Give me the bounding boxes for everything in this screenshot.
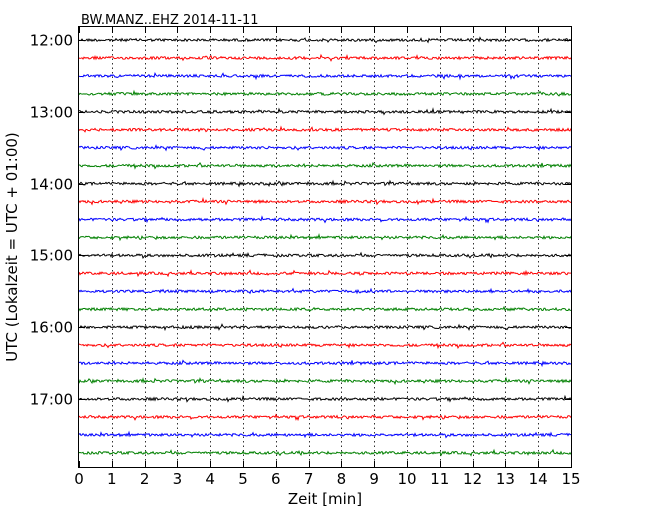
- y-tick-label: 17:00: [30, 391, 73, 409]
- trace-1545: [78, 305, 572, 313]
- trace-1445: [78, 233, 572, 242]
- x-tick-label: 8: [337, 470, 347, 488]
- trace-1345: [78, 161, 572, 170]
- chart-title: BW.MANZ..EHZ 2014-11-11: [81, 13, 259, 28]
- y-tick-label: 13:00: [30, 104, 73, 122]
- y-axis-label: UTC (Lokalzeit = UTC + 01:00): [3, 132, 21, 362]
- trace-1630: [78, 359, 572, 368]
- x-tick-label: 15: [561, 470, 580, 488]
- trace-1730: [78, 430, 572, 439]
- x-tick-label: 0: [74, 470, 84, 488]
- trace-group: [78, 36, 572, 457]
- trace-1245: [78, 89, 572, 97]
- y-tick-label: 16:00: [30, 319, 73, 337]
- trace-1515: [78, 269, 572, 278]
- trace-1615: [78, 341, 572, 350]
- y-tick-labels: 12:00 13:00 14:00 15:00 16:00 17:00: [30, 32, 73, 409]
- x-tick-label: 2: [140, 470, 150, 488]
- y-tick-label: 12:00: [30, 32, 73, 50]
- y-tick-label: 15:00: [30, 247, 73, 265]
- x-tick-label: 10: [397, 470, 416, 488]
- trace-1530: [78, 287, 572, 295]
- x-tick-label: 7: [304, 470, 314, 488]
- x-tick-label: 11: [430, 470, 449, 488]
- trace-1415: [78, 196, 572, 206]
- x-tick-label: 6: [271, 470, 281, 488]
- trace-1500: [78, 251, 572, 260]
- x-axis-label: Zeit [min]: [288, 490, 362, 508]
- trace-1200: [78, 36, 572, 44]
- x-tick-labels: 0 1 2 3 4 5 6 7 8 9 10 11 12 13 14 15: [74, 470, 580, 488]
- axis-ticks: [79, 27, 572, 467]
- trace-1230: [78, 72, 572, 81]
- plot-frame: [78, 26, 572, 468]
- x-tick-label: 9: [369, 470, 379, 488]
- trace-1715: [78, 413, 572, 422]
- x-tick-label: 1: [107, 470, 117, 488]
- trace-1745: [78, 448, 572, 457]
- trace-1645: [78, 376, 572, 386]
- x-tick-label: 4: [205, 470, 215, 488]
- trace-1315: [78, 125, 572, 133]
- trace-1330: [78, 144, 572, 152]
- x-tick-label: 12: [463, 470, 482, 488]
- x-tick-label: 14: [529, 470, 548, 488]
- y-tick-label: 14:00: [30, 176, 73, 194]
- x-tick-label: 3: [173, 470, 183, 488]
- trace-1300: [78, 107, 572, 116]
- vertical-grid: [112, 27, 539, 467]
- trace-1215: [78, 53, 572, 62]
- trace-1430: [78, 215, 572, 224]
- x-tick-label: 5: [238, 470, 248, 488]
- x-tick-label: 13: [496, 470, 515, 488]
- trace-1700: [78, 394, 572, 403]
- trace-1600: [78, 323, 572, 332]
- trace-1400: [78, 179, 572, 188]
